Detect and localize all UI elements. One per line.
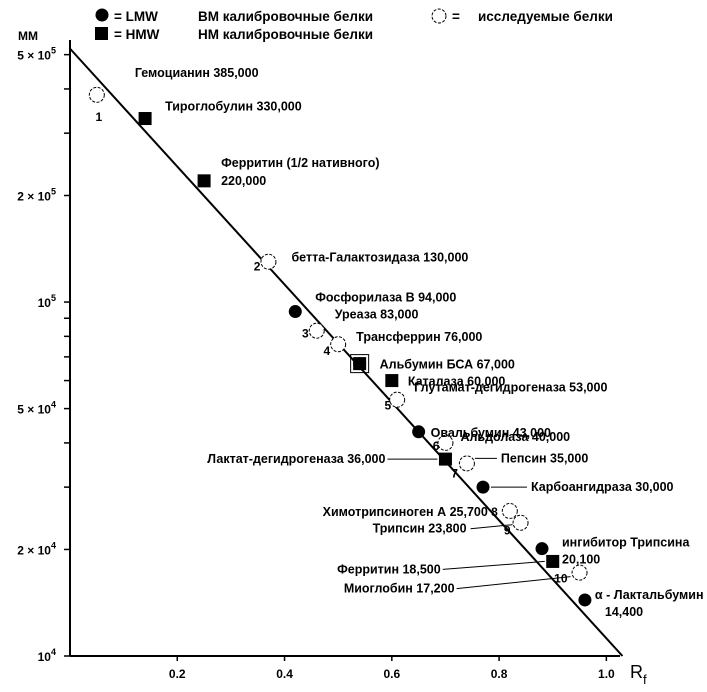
y-tick-label: 5 × 104 [17,400,56,417]
label-trypsin-inhibitor-value: 20,100 [562,553,600,567]
hmw-calibration-point [385,374,398,387]
y-tick-label: 5 × 105 [17,46,56,63]
label-myoglobin: Миоглобин 17,200 [344,582,455,596]
x-tick-label: 0.4 [276,667,293,681]
test-protein-point [390,392,405,407]
test-number-6: 6 [433,439,440,453]
lmw-calibration-point [289,305,302,318]
test-protein-point [309,323,324,338]
label-thyroglobulin: Тироглобулин 330,000 [165,100,302,114]
x-tick-label: 1.0 [598,667,615,681]
test-protein-point [331,337,346,352]
test-number-1: 1 [95,110,102,124]
legend-lmw-marker [96,9,109,22]
hmw-calibration-point [198,174,211,187]
test-number-3: 3 [302,327,309,341]
label-chymotrypsinogen: Химотрипсиноген А 25,700 [323,505,488,519]
y-tick-label: 2 × 104 [17,540,56,557]
y-tick-label: 104 [38,647,56,664]
lmw-calibration-point [536,542,549,555]
label-pepsin: Пепсин 35,000 [501,451,588,465]
label-glutamate-dh: Глутамат-дегидрогеназа 53,000 [414,381,607,395]
legend: = LMW BM калибровочные белки = HMW HM калиб… [95,9,613,43]
label-lactalbumin: α - Лактальбумин [595,588,704,602]
label-transferrin: Трансферрин 76,000 [356,330,482,344]
label-aldolase: Альдолаза 40,000 [460,430,570,444]
label-galactosidase: бетта-Галактозидаза 130,000 [291,251,468,265]
legend-lmw-text: BM калибровочные белки [198,9,373,24]
x-axis-label: Rf [630,662,647,687]
label-ferritin-half: Ферритин (1/2 нативного) [221,156,379,170]
test-number-7: 7 [451,466,458,480]
legend-hmw-text: HM калибровочные белки [198,27,373,42]
hmw-calibration-point [439,453,452,466]
x-tick-label: 0.6 [383,667,400,681]
test-protein-point [89,87,104,102]
hmw-calibration-point [139,112,152,125]
test-number-8: 8 [491,505,498,519]
hmw-calibration-point [546,555,559,568]
label-ldh: Лактат-дегидрогеназа 36,000 [207,452,385,466]
test-number-4: 4 [323,344,330,358]
label-ferritin-18500: Ферритин 18,500 [337,562,441,576]
label-hemocyanin: Гемоцианин 385,000 [135,66,259,80]
test-number-10: 10 [554,572,568,586]
legend-test-text: исследуемые белки [478,9,613,24]
label-trypsin-inhibitor: ингибитор Трипсина [562,536,690,550]
leader-line [443,561,545,569]
legend-lmw-code: = LMW [114,9,158,24]
point-labels: Тироглобулин 330,000 Ферритин (1/2 нативн… [95,66,703,619]
legend-hmw-code: = HMW [114,27,160,42]
label-lactalbumin-value: 14,400 [605,605,643,619]
legend-test-code: = [452,9,460,24]
test-protein-point [459,456,474,471]
lmw-calibration-point [353,357,366,370]
label-trypsin: Трипсин 23,800 [373,522,467,536]
test-number-9: 9 [504,524,511,538]
test-protein-point [502,503,517,518]
test-number-2: 2 [254,260,261,274]
test-protein-point [572,565,587,580]
label-phosphorylase: Фосфорилаза В 94,000 [315,291,456,305]
x-tick-label: 0.8 [491,667,508,681]
legend-test-marker [432,9,446,23]
y-tick-label: 2 × 105 [17,187,56,204]
label-urease: Уреаза 83,000 [335,308,419,322]
lmw-calibration-point [477,481,490,494]
label-bsa: Альбумин БСА 67,000 [380,358,515,372]
label-carbonic-anhydrase: Карбоангидраза 30,000 [531,480,674,494]
test-protein-point [513,515,528,530]
y-tick-label: 105 [38,293,56,310]
lmw-calibration-point [412,425,425,438]
x-tick-label: 0.2 [169,667,186,681]
label-ferritin-half-value: 220,000 [221,174,266,188]
lmw-calibration-point [578,593,591,606]
legend-hmw-marker [95,27,108,40]
y-axis-label: MM [18,29,38,43]
test-protein-point [261,254,276,269]
test-number-5: 5 [384,399,391,413]
